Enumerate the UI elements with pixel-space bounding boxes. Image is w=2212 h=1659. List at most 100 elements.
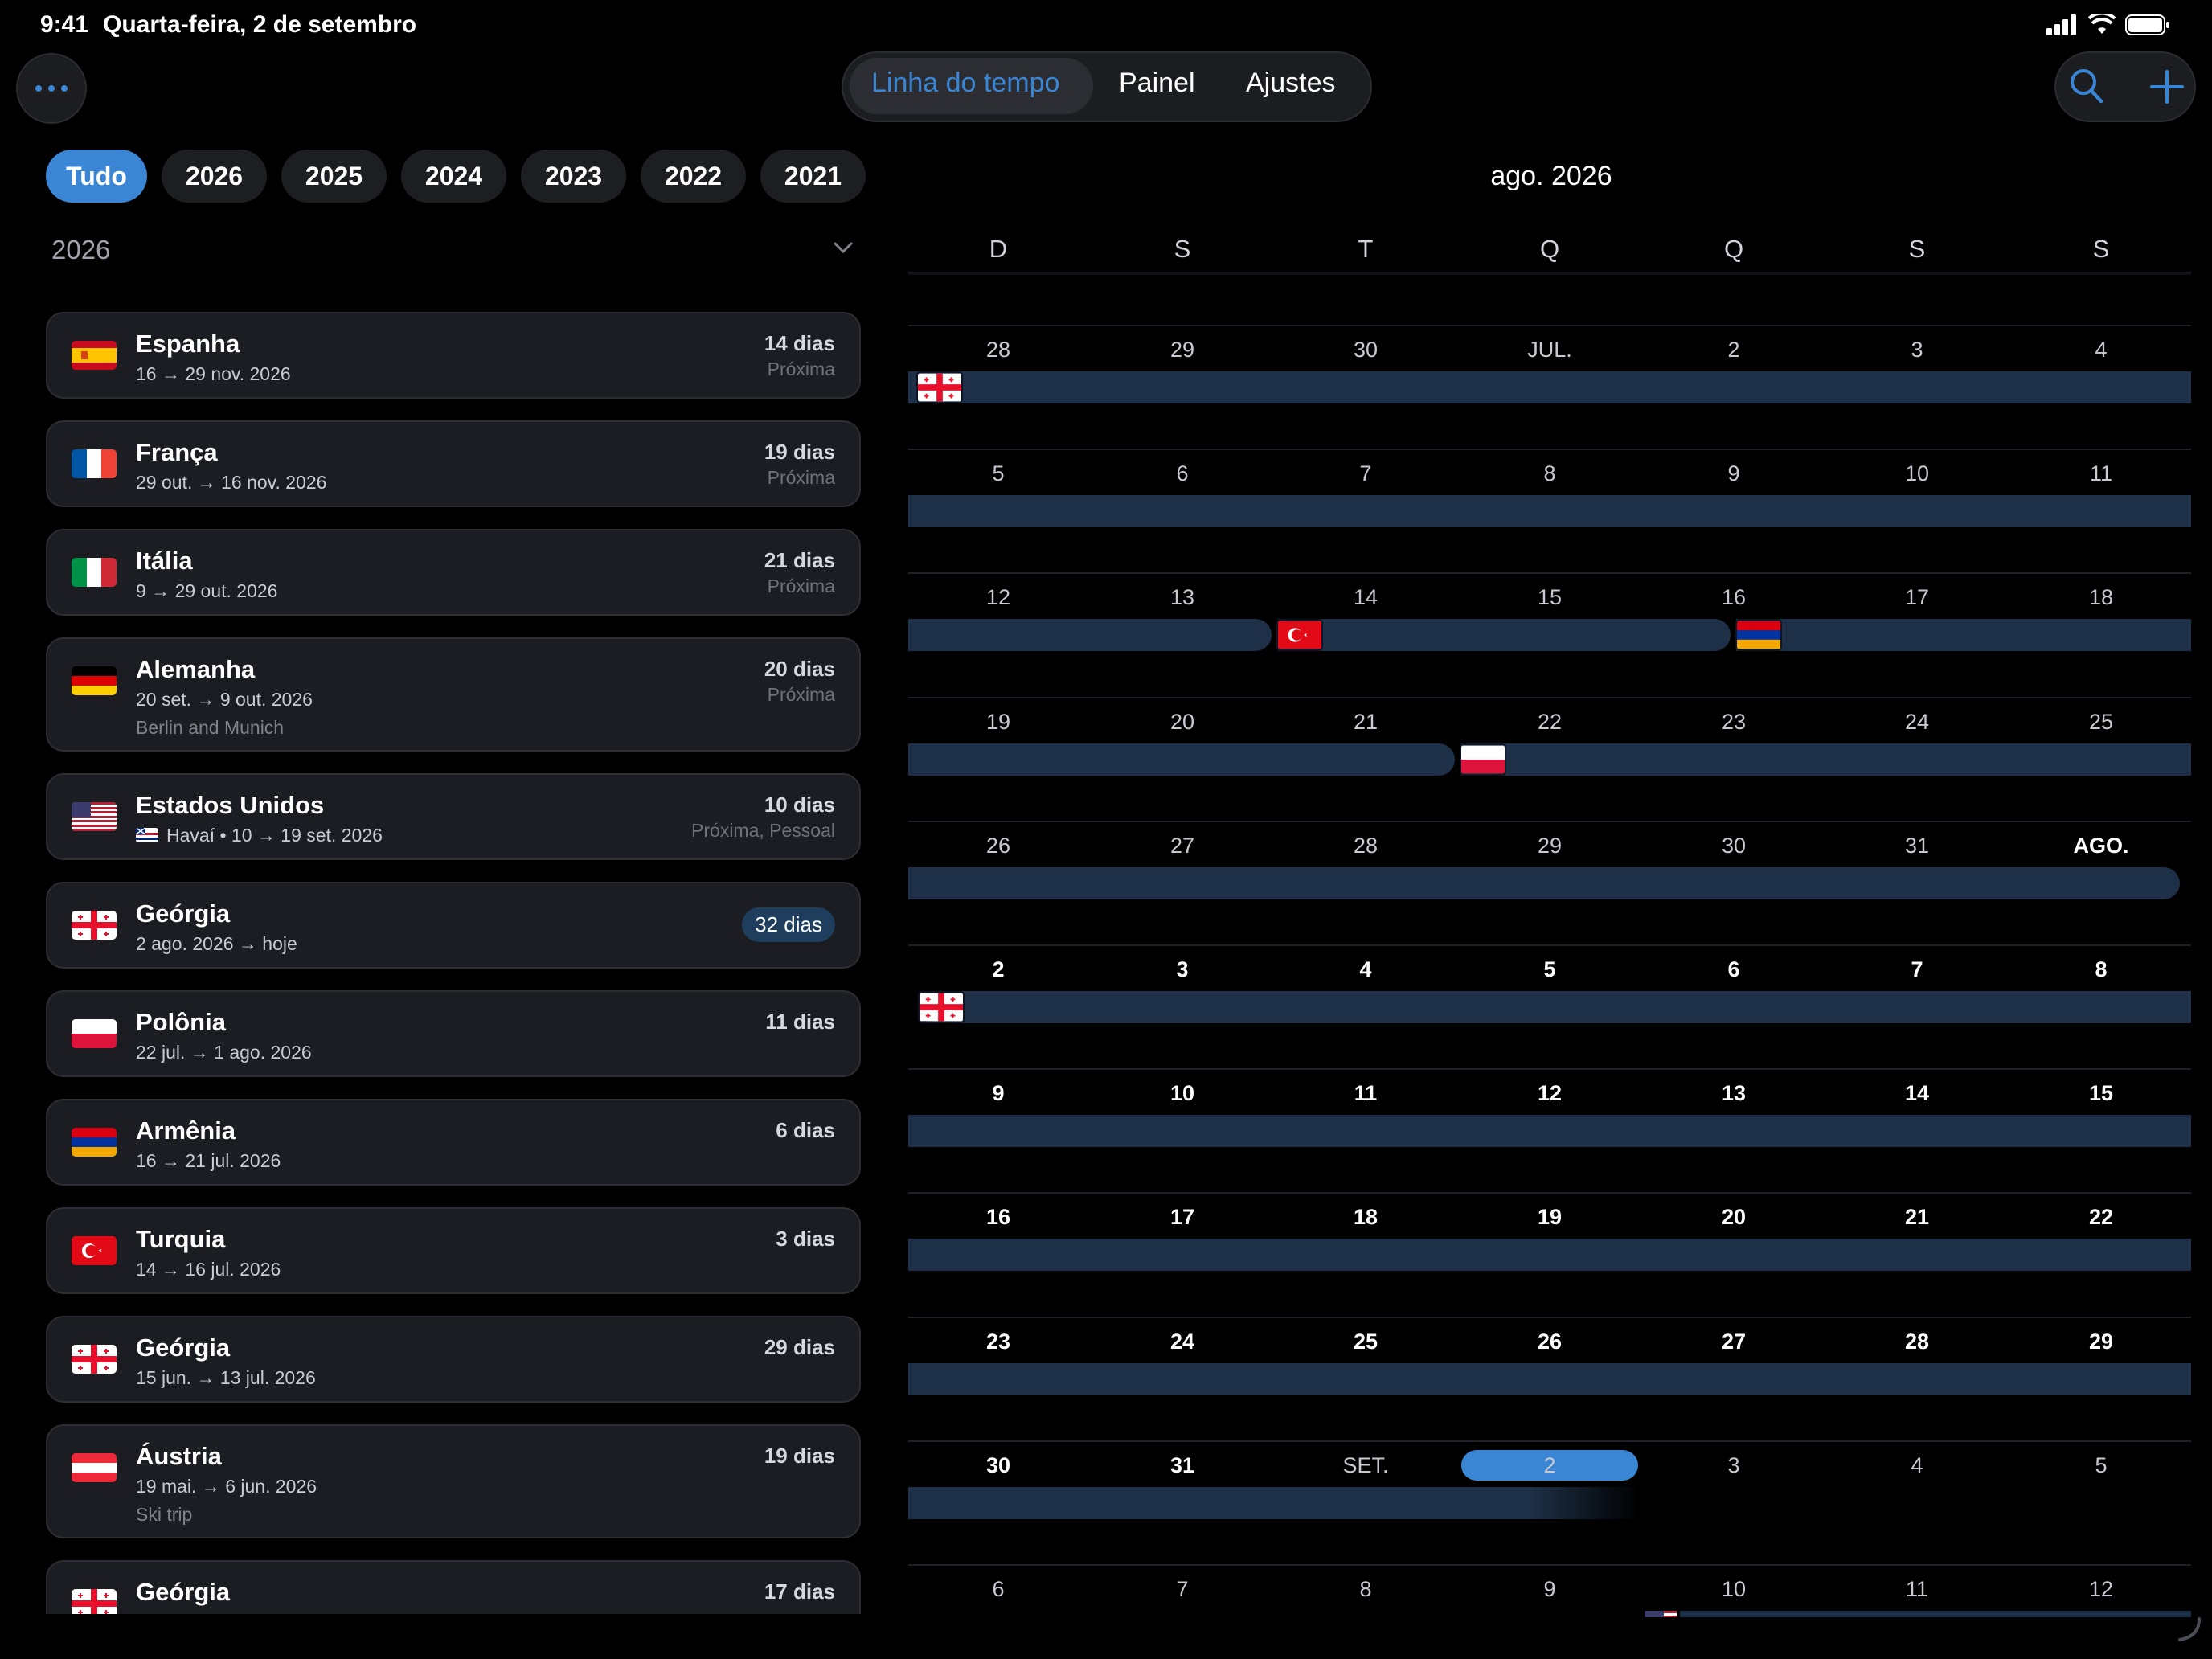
trip-card[interactable]: França 29 out. → 16 nov. 2026 19 dias Próxi… xyxy=(46,420,861,507)
calendar-day[interactable]: 29 xyxy=(2088,1329,2114,1354)
calendar-day[interactable]: 19 xyxy=(985,710,1011,734)
trip-bar[interactable] xyxy=(908,619,1272,651)
trip-bar[interactable] xyxy=(908,495,2191,527)
trip-bar[interactable] xyxy=(908,743,1455,776)
filter-chip-2026[interactable]: 2026 xyxy=(162,150,267,203)
trip-bar[interactable] xyxy=(908,371,2191,403)
calendar-day[interactable]: 7 xyxy=(1176,1577,1189,1601)
trip-bar[interactable] xyxy=(908,1115,2191,1147)
calendar-day[interactable]: 29 xyxy=(1169,338,1195,362)
section-collapse-button[interactable] xyxy=(833,241,854,258)
calendar-day[interactable]: 23 xyxy=(985,1329,1011,1354)
calendar-day[interactable]: 18 xyxy=(1353,1205,1378,1229)
calendar-day[interactable]: 24 xyxy=(1904,710,1930,734)
calendar-day[interactable]: 3 xyxy=(1727,1453,1740,1477)
calendar-day[interactable]: 4 xyxy=(1911,1453,1923,1477)
filter-chip-all[interactable]: Tudo xyxy=(46,150,147,203)
trip-bar[interactable] xyxy=(908,1487,1640,1519)
calendar-day[interactable]: 28 xyxy=(985,338,1011,362)
calendar-day[interactable]: 10 xyxy=(1169,1081,1195,1105)
trip-card[interactable]: Turquia 14 → 16 jul. 2026 3 dias xyxy=(46,1207,861,1294)
tab-settings[interactable]: Ajustes xyxy=(1246,68,1336,98)
trip-card[interactable]: Armênia 16 → 21 jul. 2026 6 dias xyxy=(46,1099,861,1186)
calendar-day[interactable]: 24 xyxy=(1169,1329,1195,1354)
calendar-day[interactable]: 30 xyxy=(985,1453,1011,1477)
trip-card[interactable]: Alemanha 20 set. → 9 out. 2026 Berlin and … xyxy=(46,637,861,752)
filter-chip-2025[interactable]: 2025 xyxy=(281,150,387,203)
trip-card[interactable]: Itália 9 → 29 out. 2026 21 dias Próxima xyxy=(46,529,861,616)
calendar-day[interactable]: 19 xyxy=(1537,1205,1563,1229)
calendar-day[interactable]: 9 xyxy=(992,1081,1005,1105)
calendar-day[interactable]: 6 xyxy=(1727,957,1740,981)
calendar-day[interactable]: 28 xyxy=(1353,834,1378,858)
calendar-day[interactable]: 11 xyxy=(1905,1577,1929,1601)
calendar-day[interactable]: JUL. xyxy=(1527,338,1572,362)
calendar-day[interactable]: 28 xyxy=(1904,1329,1930,1354)
calendar-day[interactable]: 21 xyxy=(1353,710,1378,734)
calendar-day[interactable]: 14 xyxy=(1904,1081,1930,1105)
calendar-day[interactable]: 21 xyxy=(1904,1205,1930,1229)
trip-card[interactable]: Áustria 19 mai. → 6 jun. 2026 Ski trip 19 d… xyxy=(46,1424,861,1538)
calendar-day[interactable]: 8 xyxy=(1543,461,1556,485)
calendar-day[interactable]: 29 xyxy=(1537,834,1563,858)
resize-handle[interactable] xyxy=(2175,1616,2202,1647)
calendar-day[interactable]: 5 xyxy=(1543,957,1556,981)
calendar-day[interactable]: 17 xyxy=(1169,1205,1195,1229)
calendar-day[interactable]: 30 xyxy=(1721,834,1747,858)
calendar-day[interactable]: 31 xyxy=(1169,1453,1195,1477)
filter-chip-2021[interactable]: 2021 xyxy=(760,150,866,203)
more-button[interactable] xyxy=(16,53,87,124)
calendar-day[interactable]: 22 xyxy=(1537,710,1563,734)
trip-bar[interactable] xyxy=(908,867,2180,899)
trip-bar[interactable] xyxy=(1461,743,2191,776)
calendar-day[interactable]: 2 xyxy=(992,957,1005,981)
calendar-day[interactable]: 4 xyxy=(1359,957,1372,981)
trip-bar[interactable] xyxy=(1736,619,2191,651)
trip-card[interactable]: Estados Unidos Havaí • 10 → 19 set. 2026 1… xyxy=(46,773,861,860)
trip-bar[interactable] xyxy=(908,1239,2191,1271)
calendar-day[interactable]: 20 xyxy=(1721,1205,1747,1229)
calendar-day[interactable]: 26 xyxy=(985,834,1011,858)
calendar-day[interactable]: 13 xyxy=(1721,1081,1747,1105)
calendar-day[interactable]: 12 xyxy=(2088,1577,2114,1601)
calendar-day[interactable]: SET. xyxy=(1342,1453,1389,1477)
filter-chip-2023[interactable]: 2023 xyxy=(521,150,626,203)
trip-card[interactable]: Polônia 22 jul. → 1 ago. 2026 11 dias xyxy=(46,990,861,1077)
trip-bar[interactable] xyxy=(918,991,2191,1023)
add-button[interactable] xyxy=(2149,69,2185,109)
calendar-day[interactable]: 3 xyxy=(1176,957,1189,981)
calendar-day[interactable]: 25 xyxy=(2088,710,2114,734)
trip-card[interactable]: Geórgia 2 ago. 2026 → hoje 32 dias xyxy=(46,882,861,969)
calendar-day[interactable]: 13 xyxy=(1169,585,1195,609)
calendar-day[interactable]: 23 xyxy=(1721,710,1747,734)
calendar-day[interactable]: 26 xyxy=(1537,1329,1563,1354)
calendar-day[interactable]: 18 xyxy=(2088,585,2114,609)
trip-card[interactable]: Espanha 16 → 29 nov. 2026 14 dias Próxima xyxy=(46,312,861,399)
calendar-day[interactable]: 17 xyxy=(1904,585,1930,609)
calendar-day[interactable]: 25 xyxy=(1353,1329,1378,1354)
calendar-day[interactable]: 5 xyxy=(2095,1453,2108,1477)
calendar-day[interactable]: 2 xyxy=(1727,338,1740,362)
today-marker[interactable]: 2 xyxy=(1461,1450,1638,1481)
calendar-day[interactable]: 10 xyxy=(1904,461,1930,485)
calendar-day[interactable]: 6 xyxy=(1176,461,1189,485)
calendar-day[interactable]: 31 xyxy=(1904,834,1930,858)
calendar-day[interactable]: 12 xyxy=(1537,1081,1563,1105)
calendar-day[interactable]: AGO. xyxy=(2073,834,2129,858)
calendar-day[interactable]: 22 xyxy=(2088,1205,2114,1229)
trip-bar[interactable] xyxy=(1278,619,1731,651)
calendar-day[interactable]: 16 xyxy=(1721,585,1747,609)
calendar-day[interactable]: 27 xyxy=(1169,834,1195,858)
calendar-day[interactable]: 12 xyxy=(985,585,1011,609)
trip-card[interactable]: Geórgia 17 dias xyxy=(46,1560,861,1614)
calendar-day[interactable]: 5 xyxy=(992,461,1005,485)
calendar-day[interactable]: 16 xyxy=(985,1205,1011,1229)
filter-chip-2022[interactable]: 2022 xyxy=(641,150,746,203)
calendar-day[interactable]: 9 xyxy=(1727,461,1740,485)
tab-panel[interactable]: Painel xyxy=(1119,68,1195,98)
calendar-day[interactable]: 15 xyxy=(1537,585,1563,609)
calendar-day[interactable]: 14 xyxy=(1353,585,1378,609)
calendar-day[interactable]: 11 xyxy=(1354,1081,1378,1105)
calendar-day[interactable]: 10 xyxy=(1721,1577,1747,1601)
calendar-day[interactable]: 30 xyxy=(1353,338,1378,362)
